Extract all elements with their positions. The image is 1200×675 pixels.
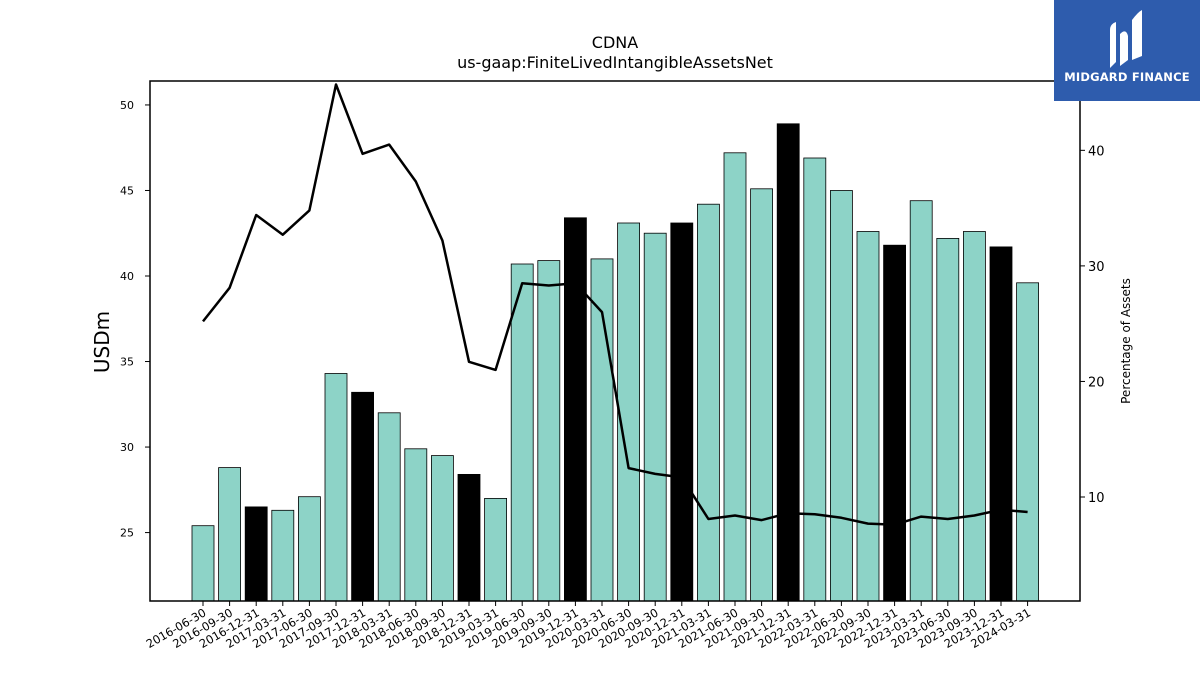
plot-frame bbox=[149, 80, 1081, 602]
y-axis: 25 30 35 40 45 50 bbox=[120, 99, 150, 540]
chart-title: CDNA bbox=[592, 33, 638, 52]
bar-2019-06-30 bbox=[510, 263, 534, 602]
y-tick-label: 25 bbox=[120, 527, 134, 540]
bar-2021-12-31 bbox=[776, 123, 800, 602]
bar-2017-03-31 bbox=[271, 509, 295, 602]
bar-2018-09-30 bbox=[430, 455, 454, 602]
bar-2022-12-31 bbox=[883, 244, 906, 602]
bar-2020-12-31 bbox=[670, 222, 694, 602]
bar-2018-06-30 bbox=[404, 448, 428, 602]
bar-2020-09-30 bbox=[643, 232, 667, 602]
bar-2021-06-30 bbox=[723, 152, 747, 602]
y2-tick-label: 20 bbox=[1088, 375, 1105, 390]
bar-2017-06-30 bbox=[297, 496, 321, 602]
line-series bbox=[202, 83, 1028, 526]
bar-2024-03-31 bbox=[1016, 282, 1039, 602]
bar-2023-12-31 bbox=[989, 246, 1013, 602]
bar-2023-06-30 bbox=[936, 237, 960, 602]
y2-axis: 10 20 30 40 bbox=[1080, 144, 1105, 506]
y-tick-label: 30 bbox=[120, 441, 134, 454]
brand-logo: MIDGARD FINANCE bbox=[1054, 0, 1200, 101]
bar-2023-03-31 bbox=[909, 200, 933, 602]
bar-2021-09-30 bbox=[750, 188, 773, 602]
y-tick-label: 40 bbox=[120, 270, 134, 283]
bar-2021-03-31 bbox=[697, 203, 720, 602]
y2-tick-label: 30 bbox=[1088, 260, 1105, 275]
bar-2022-06-30 bbox=[830, 190, 853, 602]
y-tick-label: 45 bbox=[120, 184, 134, 197]
percentage-line bbox=[202, 83, 1028, 526]
bar-2022-03-31 bbox=[803, 157, 827, 602]
y2-axis-label: Percentage of Assets bbox=[1119, 278, 1133, 404]
bar-2017-09-30 bbox=[324, 373, 348, 602]
bar-2020-06-30 bbox=[617, 222, 640, 602]
bar-2016-12-31 bbox=[244, 506, 268, 602]
y-axis-label: USDm bbox=[90, 311, 114, 373]
chart-subtitle: us-gaap:FiniteLivedIntangibleAssetsNet bbox=[457, 53, 773, 72]
bar-2020-03-31 bbox=[590, 258, 614, 602]
bar-2018-03-31 bbox=[377, 412, 401, 602]
bar-2017-12-31 bbox=[351, 391, 375, 602]
bar-2019-03-31 bbox=[484, 497, 508, 602]
y-tick-label: 50 bbox=[120, 99, 134, 112]
brand-name: MIDGARD FINANCE bbox=[1064, 70, 1190, 84]
bar-2016-09-30 bbox=[218, 467, 242, 602]
bar-2019-12-31 bbox=[564, 217, 587, 602]
midgard-logo-icon bbox=[1110, 10, 1142, 68]
x-axis: 2016-06-302016-09-302016-12-312017-03-31… bbox=[144, 601, 1033, 651]
bar-2019-09-30 bbox=[537, 260, 561, 602]
bar-2023-09-30 bbox=[963, 231, 986, 602]
bar-2016-06-30 bbox=[191, 525, 215, 602]
bar-2018-12-31 bbox=[457, 473, 481, 602]
y2-tick-label: 40 bbox=[1088, 144, 1105, 159]
y2-tick-label: 10 bbox=[1088, 491, 1105, 506]
bar-series bbox=[191, 123, 1039, 602]
bar-2022-09-30 bbox=[856, 231, 880, 602]
y-tick-label: 35 bbox=[120, 356, 134, 369]
